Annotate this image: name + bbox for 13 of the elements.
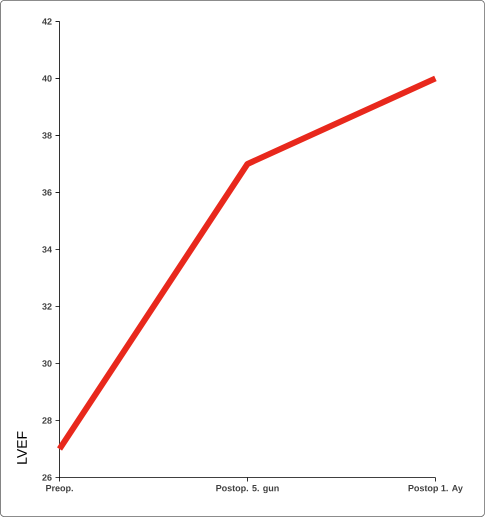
y-tick-label: 32: [42, 303, 52, 310]
y-tick-label: 26: [42, 474, 52, 481]
y-tick-label: 42: [42, 18, 52, 25]
x-tick-label: Postop 1. Ay: [408, 485, 463, 494]
x-tick-label: Postop. 5. gun: [216, 485, 279, 494]
y-tick-label: 36: [42, 189, 52, 196]
x-tick-label: Preop.: [46, 485, 73, 494]
y-tick-label: 34: [42, 246, 52, 253]
y-tick-label: 30: [42, 360, 52, 367]
y-axis-title: LVEF: [17, 431, 27, 464]
y-tick-label: 28: [42, 417, 52, 424]
y-tick-label: 40: [42, 75, 52, 82]
y-tick-label: 38: [42, 132, 52, 139]
